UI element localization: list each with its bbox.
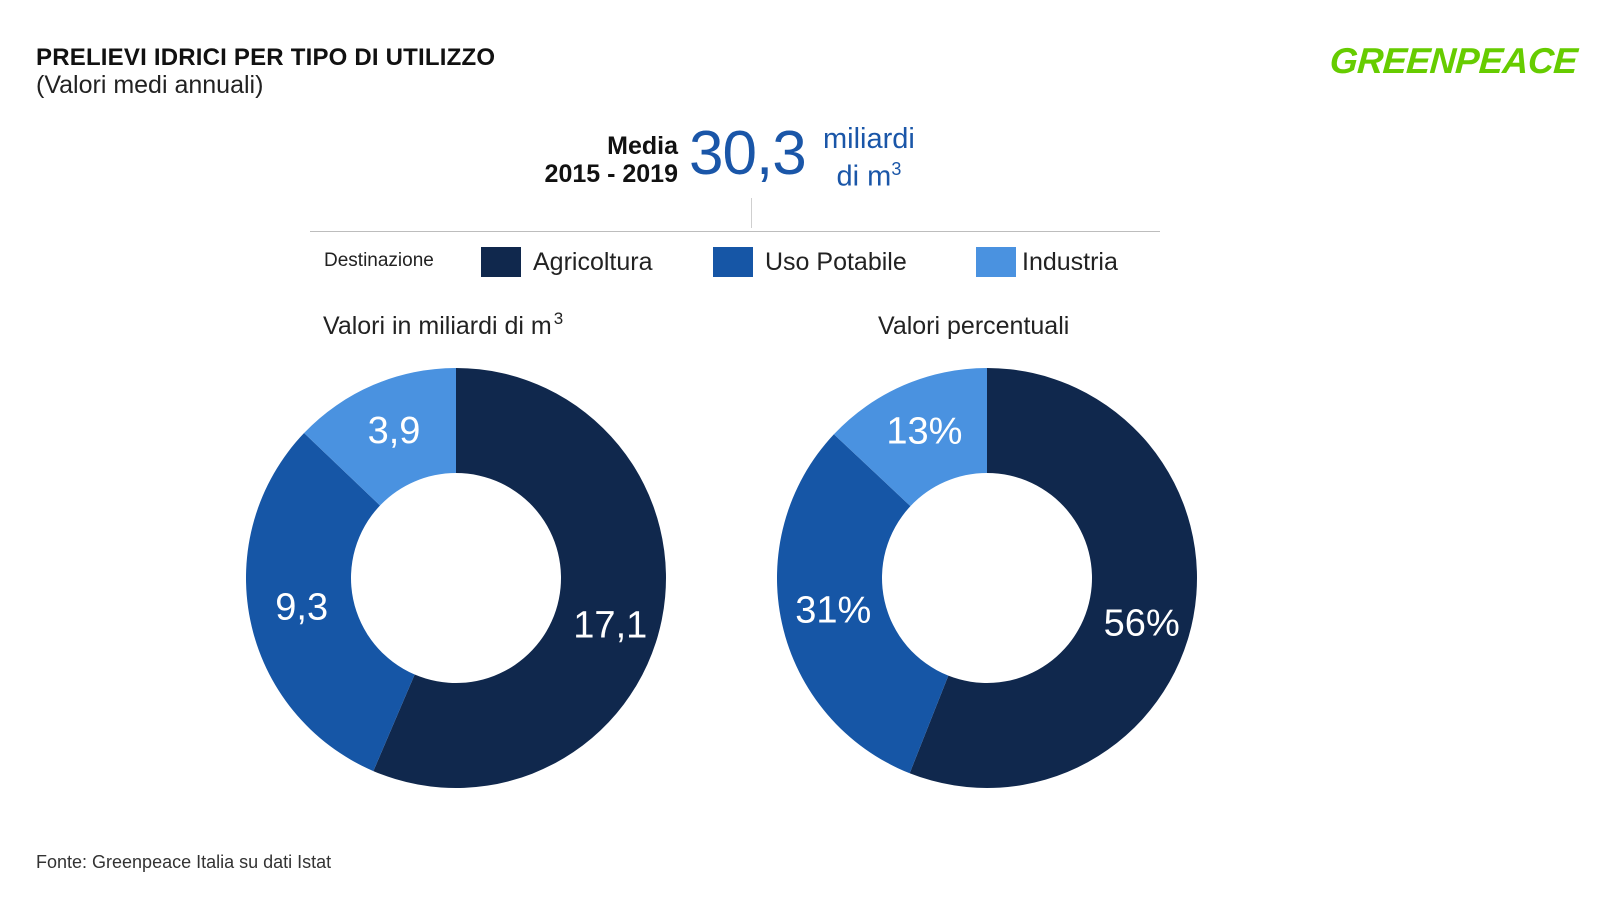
summary-connector	[751, 198, 752, 228]
summary-unit: miliardi di m3	[823, 124, 915, 192]
legend-title: Destinazione	[324, 250, 434, 271]
summary-label: Media 2015 - 2019	[480, 132, 678, 188]
chart-heading-percent: Valori percentuali	[878, 312, 1070, 340]
donut-volumes-slice-agricoltura	[373, 368, 666, 788]
legend-divider	[310, 231, 1160, 232]
donut-percent-slice-agricoltura	[909, 368, 1197, 788]
legend-label-industria: Industria	[1022, 247, 1118, 276]
summary-value: 30,3	[689, 119, 807, 188]
donut-volumes-label-industria: 3,9	[368, 410, 421, 452]
donut-percent-label-agricoltura: 56%	[1104, 603, 1180, 645]
legend-label-agricoltura: Agricoltura	[533, 247, 653, 276]
chart-heading-volumes-text: Valori in miliardi di m	[323, 312, 552, 340]
legend-swatch-uso-potabile	[713, 247, 753, 277]
donut-percent-label-industria: 13%	[886, 410, 962, 452]
summary-unit-sup: 3	[891, 159, 902, 179]
donut-volumes-label-uso-potabile: 9,3	[275, 587, 328, 629]
chart-subtitle: (Valori medi annuali)	[36, 71, 264, 99]
chart-heading-volumes-sup: 3	[553, 309, 564, 328]
legend-item-industria: Industria	[976, 246, 1118, 278]
donut-percent-slice-industria	[833, 368, 987, 507]
chart-title: PRELIEVI IDRICI PER TIPO DI UTILIZZO	[36, 44, 496, 71]
source-note: Fonte: Greenpeace Italia su dati Istat	[36, 852, 332, 872]
summary-unit-line2: di m3	[823, 154, 915, 192]
donut-volumes-label-agricoltura: 17,1	[573, 605, 647, 647]
summary-label-line1: Media	[607, 132, 678, 160]
legend-item-agricoltura: Agricoltura	[481, 246, 653, 278]
donut-percent-label-uso-potabile: 31%	[795, 589, 871, 631]
legend-swatch-industria	[976, 247, 1016, 277]
donut-percent-slice-uso-potabile	[776, 434, 949, 774]
legend-swatch-agricoltura	[481, 247, 521, 277]
donut-volumes-slice-uso-potabile	[245, 433, 415, 772]
summary-unit-base: di m	[836, 160, 892, 193]
summary-label-line2: 2015 - 2019	[544, 160, 678, 188]
donut-volumes-slice-industria	[304, 368, 456, 506]
legend-item-uso-potabile: Uso Potabile	[713, 246, 907, 278]
legend-label-uso-potabile: Uso Potabile	[765, 247, 907, 276]
summary-unit-line1: miliardi	[823, 123, 915, 155]
